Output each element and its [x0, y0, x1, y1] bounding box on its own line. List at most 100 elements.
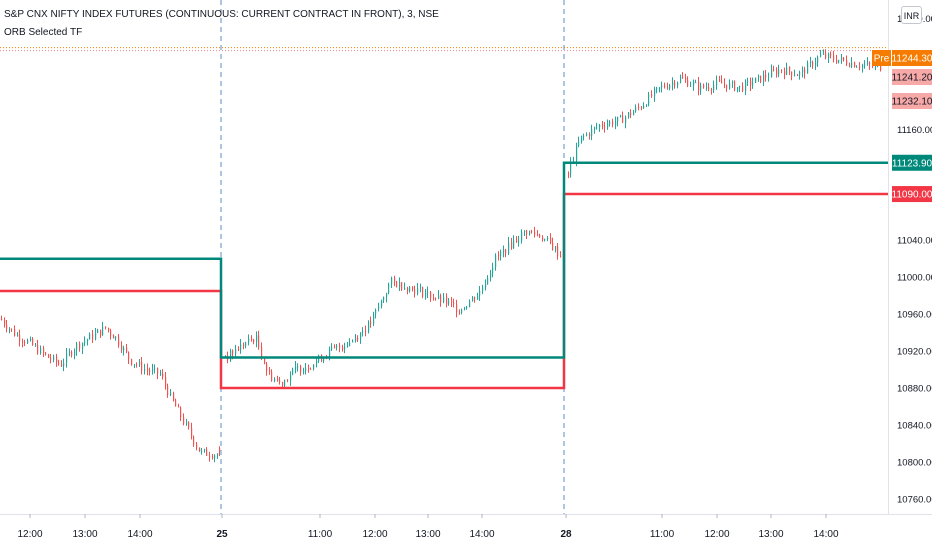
candle-body	[854, 63, 855, 67]
candle-body	[188, 422, 189, 428]
candle-body	[131, 359, 132, 365]
candle-body	[667, 87, 668, 88]
candle-body	[370, 322, 371, 324]
candle-body	[628, 113, 629, 117]
candle-body	[557, 246, 558, 256]
candle-body	[63, 363, 64, 367]
candle-body	[344, 347, 345, 349]
candle-body	[674, 82, 675, 85]
candle-body	[443, 297, 444, 302]
candle-body	[758, 76, 759, 78]
candle-body	[27, 340, 28, 343]
candle-body	[719, 80, 720, 81]
candle-body	[716, 80, 717, 85]
candle-body	[58, 362, 59, 364]
currency-button[interactable]: INR	[901, 6, 922, 24]
candle-body	[282, 382, 283, 386]
candle-body	[121, 345, 122, 350]
candle-body	[706, 87, 707, 88]
candle-body	[461, 309, 462, 312]
time-tick-label: 13:00	[758, 529, 783, 540]
candle-body	[74, 351, 75, 356]
candle-body	[661, 86, 662, 88]
candle-body	[643, 106, 644, 109]
time-tick-label: 28	[560, 529, 572, 540]
candle-body	[144, 369, 145, 371]
candle-body	[456, 304, 457, 312]
price-tick-label: 10880.00	[897, 383, 932, 394]
candle-body	[425, 293, 426, 296]
candle-body	[516, 240, 517, 242]
candle-body	[739, 86, 740, 87]
candle-body	[544, 239, 545, 240]
candle-body	[206, 449, 207, 456]
candle-body	[269, 370, 270, 371]
candle-body	[352, 341, 353, 343]
session-dividers	[221, 0, 564, 514]
candle-body	[495, 255, 496, 267]
candle-body	[500, 252, 501, 256]
candle-body	[204, 449, 205, 450]
candle-body	[391, 278, 392, 284]
candle-body	[479, 291, 480, 296]
candle-body	[477, 296, 478, 300]
time-tick-label: 13:00	[72, 529, 97, 540]
candle-body	[399, 282, 400, 287]
candle-body	[53, 356, 54, 359]
candle-body	[664, 86, 665, 88]
time-tick-label: 11:00	[650, 529, 675, 540]
candle-body	[238, 349, 239, 350]
candle-body	[734, 82, 735, 91]
candle-body	[48, 354, 49, 357]
candle-body	[386, 293, 387, 297]
candle-body	[724, 83, 725, 84]
candle-body	[253, 340, 254, 342]
candle-body	[152, 369, 153, 372]
candle-body	[266, 364, 267, 370]
candle-body	[633, 111, 634, 115]
candle-body	[737, 87, 738, 90]
candle-body	[612, 122, 613, 126]
candle-body	[420, 287, 421, 288]
symbol-title[interactable]: S&P CNX NIFTY INDEX FUTURES (CONTINUOUS:…	[4, 6, 439, 24]
candle-body	[604, 126, 605, 127]
candle-body	[417, 288, 418, 293]
candle-body	[607, 124, 608, 127]
candle-body	[446, 297, 447, 304]
candle-body	[37, 345, 38, 353]
candle-body	[95, 333, 96, 339]
candle-body	[635, 107, 636, 111]
candle-body	[334, 347, 335, 348]
candle-body	[466, 307, 467, 308]
candle-body	[851, 63, 852, 67]
candle-body	[292, 369, 293, 375]
candle-body	[708, 87, 709, 89]
candle-body	[284, 380, 285, 386]
indicator-title[interactable]: ORB Selected TF	[4, 24, 439, 42]
candle-body	[199, 448, 200, 452]
candle-body	[581, 136, 582, 142]
candle-body	[251, 338, 252, 339]
orb-high-line	[0, 163, 888, 358]
candle-body	[529, 231, 530, 235]
candle-body	[807, 63, 808, 73]
candle-body	[560, 256, 561, 257]
candle-body	[654, 89, 655, 96]
price-tick-label: 10960.00	[897, 310, 932, 321]
candle-body	[6, 325, 7, 329]
candle-body	[849, 65, 850, 67]
candle-body	[32, 339, 33, 345]
candle-body	[427, 292, 428, 293]
pre-price-label: 11244.30	[892, 54, 932, 65]
price-tick-label: 10840.00	[897, 420, 932, 431]
candle-body	[599, 125, 600, 127]
candle-body	[173, 393, 174, 401]
candle-body	[474, 297, 475, 299]
candle-body	[279, 381, 280, 382]
time-tick-label: 14:00	[127, 529, 152, 540]
candle-body	[776, 70, 777, 74]
candle-body	[287, 380, 288, 381]
candle-body	[126, 348, 127, 352]
